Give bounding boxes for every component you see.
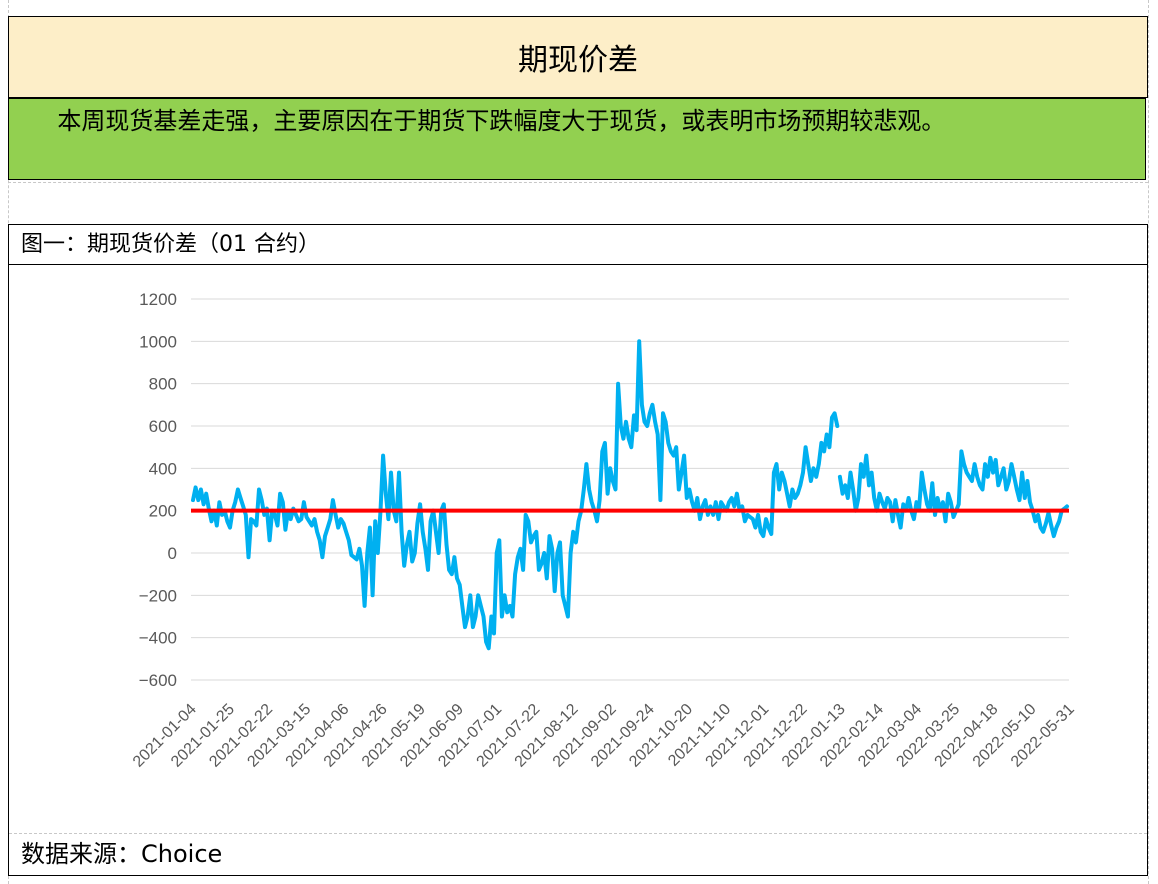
y-tick-label: 400 bbox=[149, 459, 177, 478]
data-source: 数据来源：Choice bbox=[9, 833, 1147, 875]
section-title: 期现价差 bbox=[8, 16, 1148, 98]
basis-series-line-2 bbox=[837, 449, 1069, 539]
x-axis-ticks: 2021-01-042021-01-252021-02-222021-03-15… bbox=[130, 701, 1078, 771]
summary-text: 本周现货基差走强，主要原因在于期货下跌幅度大于现货，或表明市场预期较悲观。 bbox=[57, 107, 946, 135]
basis-chart: 1200 1000 800 600 400 200 0 −200 −400 −600 2021-0… bbox=[130, 290, 1078, 771]
y-tick-label: −200 bbox=[139, 586, 177, 605]
spacer-row bbox=[8, 182, 1148, 225]
figure-panel: 图一：期现货价差（01 合约） 1200 1000 800 600 400 200 0 −20… bbox=[8, 224, 1148, 876]
page-guide-right bbox=[1148, 0, 1149, 884]
y-tick-label: 600 bbox=[149, 417, 177, 436]
series-layer bbox=[191, 339, 1069, 651]
y-tick-label: 1000 bbox=[139, 332, 177, 351]
y-tick-label: −600 bbox=[139, 671, 177, 690]
y-tick-label: 800 bbox=[149, 375, 177, 394]
y-tick-label: 200 bbox=[149, 502, 177, 521]
figure-title: 图一：期现货价差（01 合约） bbox=[9, 225, 1147, 265]
y-tick-label: 0 bbox=[168, 544, 177, 563]
y-tick-label: −400 bbox=[139, 629, 177, 648]
summary-box: 本周现货基差走强，主要原因在于期货下跌幅度大于现货，或表明市场预期较悲观。 bbox=[8, 98, 1146, 180]
y-tick-label: 1200 bbox=[139, 290, 177, 309]
y-axis-ticks: 1200 1000 800 600 400 200 0 −200 −400 −600 bbox=[139, 290, 177, 690]
grid-lines bbox=[191, 298, 1069, 681]
basis-series-line-1 bbox=[191, 339, 840, 651]
